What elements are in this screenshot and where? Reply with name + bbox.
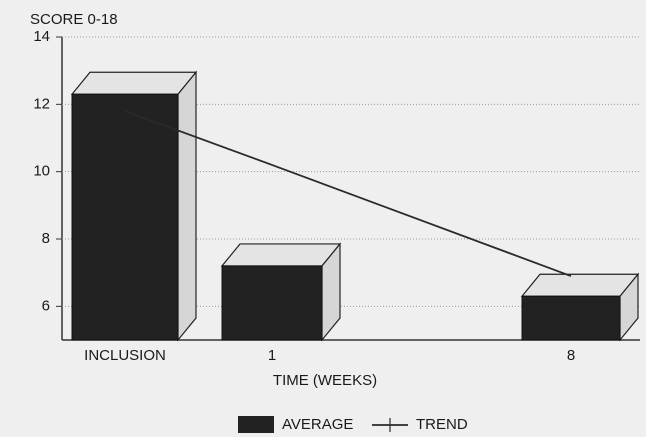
y-tick-label: 14 xyxy=(33,28,50,45)
y-tick-label: 8 xyxy=(42,230,50,247)
bar-side xyxy=(177,70,197,342)
legend-label: TREND xyxy=(416,416,468,433)
bar xyxy=(71,93,179,341)
y-tick-label: 10 xyxy=(33,163,50,180)
bar xyxy=(521,295,621,341)
x-tick-label: INCLUSION xyxy=(84,347,166,364)
y-axis-label: SCORE 0-18 xyxy=(30,11,118,28)
x-axis-label: TIME (WEEKS) xyxy=(273,372,377,389)
x-tick-label: 8 xyxy=(567,347,575,364)
bar-top xyxy=(220,243,342,267)
y-tick-label: 6 xyxy=(42,297,50,314)
bar-top xyxy=(70,71,198,95)
y-tick-label: 12 xyxy=(33,95,50,112)
bar xyxy=(221,265,323,341)
x-tick-label: 1 xyxy=(268,347,276,364)
legend-label: AVERAGE xyxy=(282,416,353,433)
legend-swatch xyxy=(238,416,274,433)
trend-line xyxy=(124,110,572,277)
bar-top xyxy=(520,273,640,297)
